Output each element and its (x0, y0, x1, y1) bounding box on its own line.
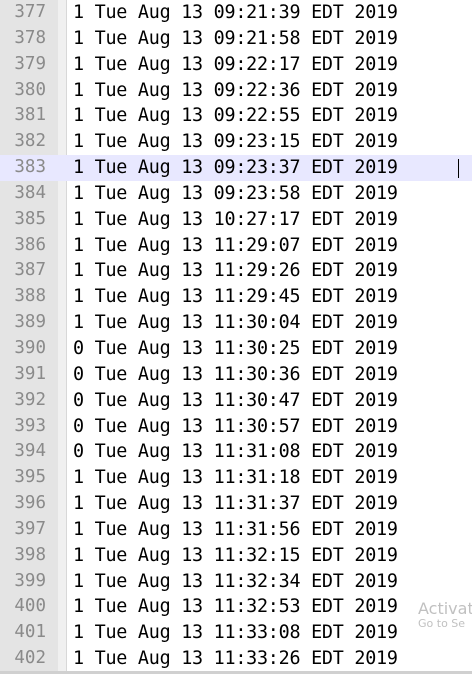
editor-line[interactable]: 392 0 Tue Aug 13 11:30:47 EDT 2019 (0, 388, 472, 414)
line-number-gutter (0, 0, 58, 674)
editor-line[interactable]: 388 1 Tue Aug 13 11:29:45 EDT 2019 (0, 284, 472, 310)
editor-line[interactable]: 397 1 Tue Aug 13 11:31:56 EDT 2019 (0, 517, 472, 543)
line-text[interactable]: 0 Tue Aug 13 11:30:36 EDT 2019 (73, 363, 398, 385)
horizontal-scrollbar-edge[interactable] (0, 671, 472, 674)
editor-line[interactable]: 396 1 Tue Aug 13 11:31:37 EDT 2019 (0, 491, 472, 517)
line-text[interactable]: 1 Tue Aug 13 09:21:58 EDT 2019 (73, 27, 398, 49)
text-caret (458, 159, 459, 179)
line-number: 378 (14, 27, 46, 48)
line-text[interactable]: 1 Tue Aug 13 11:29:07 EDT 2019 (73, 234, 398, 256)
editor-line[interactable]: 381 1 Tue Aug 13 09:22:55 EDT 2019 (0, 103, 472, 129)
line-number: 396 (14, 493, 46, 514)
line-number: 397 (14, 518, 46, 539)
editor-line[interactable]: 395 1 Tue Aug 13 11:31:18 EDT 2019 (0, 465, 472, 491)
line-number: 379 (14, 53, 46, 74)
editor-line[interactable]: 380 1 Tue Aug 13 09:22:36 EDT 2019 (0, 78, 472, 104)
line-number: 391 (14, 363, 46, 384)
line-text[interactable]: 0 Tue Aug 13 11:30:47 EDT 2019 (73, 389, 398, 411)
line-number: 382 (14, 131, 46, 152)
line-text[interactable]: 1 Tue Aug 13 11:31:37 EDT 2019 (73, 493, 398, 515)
line-number: 400 (14, 596, 46, 617)
line-text[interactable]: 1 Tue Aug 13 09:23:37 EDT 2019 (73, 157, 398, 179)
current-line[interactable]: 383 1 Tue Aug 13 09:23:37 EDT 2019 (0, 155, 472, 181)
editor-line[interactable]: 400 1 Tue Aug 13 11:32:53 EDT 2019 (0, 594, 472, 620)
line-text[interactable]: 0 Tue Aug 13 11:31:08 EDT 2019 (73, 441, 398, 463)
line-text[interactable]: 1 Tue Aug 13 11:32:34 EDT 2019 (73, 570, 398, 592)
editor-line[interactable]: 398 1 Tue Aug 13 11:32:15 EDT 2019 (0, 543, 472, 569)
editor-line[interactable]: 401 1 Tue Aug 13 11:33:08 EDT 2019 (0, 620, 472, 646)
line-number: 384 (14, 182, 46, 203)
line-text[interactable]: 1 Tue Aug 13 11:32:53 EDT 2019 (73, 596, 398, 618)
line-number: 387 (14, 260, 46, 281)
fold-margin (58, 0, 67, 674)
line-number: 394 (14, 441, 46, 462)
line-number: 381 (14, 105, 46, 126)
editor-line[interactable]: 385 1 Tue Aug 13 10:27:17 EDT 2019 (0, 207, 472, 233)
editor-line[interactable]: 391 0 Tue Aug 13 11:30:36 EDT 2019 (0, 362, 472, 388)
editor-line[interactable]: 394 0 Tue Aug 13 11:31:08 EDT 2019 (0, 439, 472, 465)
line-number: 385 (14, 208, 46, 229)
editor-line[interactable]: 386 1 Tue Aug 13 11:29:07 EDT 2019 (0, 233, 472, 259)
line-text[interactable]: 1 Tue Aug 13 09:22:36 EDT 2019 (73, 79, 398, 101)
line-text[interactable]: 1 Tue Aug 13 11:29:26 EDT 2019 (73, 260, 398, 282)
line-number: 377 (14, 2, 46, 22)
line-number: 389 (14, 312, 46, 333)
line-text[interactable]: 1 Tue Aug 13 11:32:15 EDT 2019 (73, 544, 398, 566)
line-number: 392 (14, 389, 46, 410)
line-number: 398 (14, 544, 46, 565)
line-text[interactable]: 1 Tue Aug 13 09:23:15 EDT 2019 (73, 131, 398, 153)
line-text[interactable]: 1 Tue Aug 13 09:22:55 EDT 2019 (73, 105, 398, 127)
editor-line[interactable]: 387 1 Tue Aug 13 11:29:26 EDT 2019 (0, 258, 472, 284)
editor-line[interactable]: 379 1 Tue Aug 13 09:22:17 EDT 2019 (0, 52, 472, 78)
line-number: 386 (14, 234, 46, 255)
line-number: 390 (14, 337, 46, 358)
line-text[interactable]: 1 Tue Aug 13 10:27:17 EDT 2019 (73, 208, 398, 230)
editor-line[interactable]: 402 1 Tue Aug 13 11:33:26 EDT 2019 (0, 646, 472, 672)
line-number: 383 (14, 157, 46, 178)
editor-line[interactable]: 393 0 Tue Aug 13 11:30:57 EDT 2019 (0, 414, 472, 440)
editor-line[interactable]: 377 1 Tue Aug 13 09:21:39 EDT 2019 (0, 0, 472, 26)
line-text[interactable]: 0 Tue Aug 13 11:30:57 EDT 2019 (73, 415, 398, 437)
line-text[interactable]: 1 Tue Aug 13 11:33:26 EDT 2019 (73, 648, 398, 670)
line-text[interactable]: 1 Tue Aug 13 11:30:04 EDT 2019 (73, 312, 398, 334)
line-text[interactable]: 1 Tue Aug 13 09:22:17 EDT 2019 (73, 53, 398, 75)
line-number: 402 (14, 648, 46, 669)
line-number: 388 (14, 286, 46, 307)
editor-line[interactable]: 389 1 Tue Aug 13 11:30:04 EDT 2019 (0, 310, 472, 336)
line-text[interactable]: 1 Tue Aug 13 11:31:56 EDT 2019 (73, 518, 398, 540)
editor-line[interactable]: 384 1 Tue Aug 13 09:23:58 EDT 2019 (0, 181, 472, 207)
editor-line[interactable]: 378 1 Tue Aug 13 09:21:58 EDT 2019 (0, 26, 472, 52)
line-number: 393 (14, 415, 46, 436)
editor-line[interactable]: 390 0 Tue Aug 13 11:30:25 EDT 2019 (0, 336, 472, 362)
line-text[interactable]: 1 Tue Aug 13 09:21:39 EDT 2019 (73, 2, 398, 23)
line-text[interactable]: 0 Tue Aug 13 11:30:25 EDT 2019 (73, 337, 398, 359)
line-text[interactable]: 1 Tue Aug 13 09:23:58 EDT 2019 (73, 182, 398, 204)
line-number: 401 (14, 622, 46, 643)
editor-line[interactable]: 399 1 Tue Aug 13 11:32:34 EDT 2019 (0, 569, 472, 595)
line-number: 380 (14, 79, 46, 100)
line-text[interactable]: 1 Tue Aug 13 11:29:45 EDT 2019 (73, 286, 398, 308)
line-number: 399 (14, 570, 46, 591)
line-text[interactable]: 1 Tue Aug 13 11:31:18 EDT 2019 (73, 467, 398, 489)
line-text[interactable]: 1 Tue Aug 13 11:33:08 EDT 2019 (73, 622, 398, 644)
line-number: 395 (14, 467, 46, 488)
editor-line[interactable]: 382 1 Tue Aug 13 09:23:15 EDT 2019 (0, 129, 472, 155)
